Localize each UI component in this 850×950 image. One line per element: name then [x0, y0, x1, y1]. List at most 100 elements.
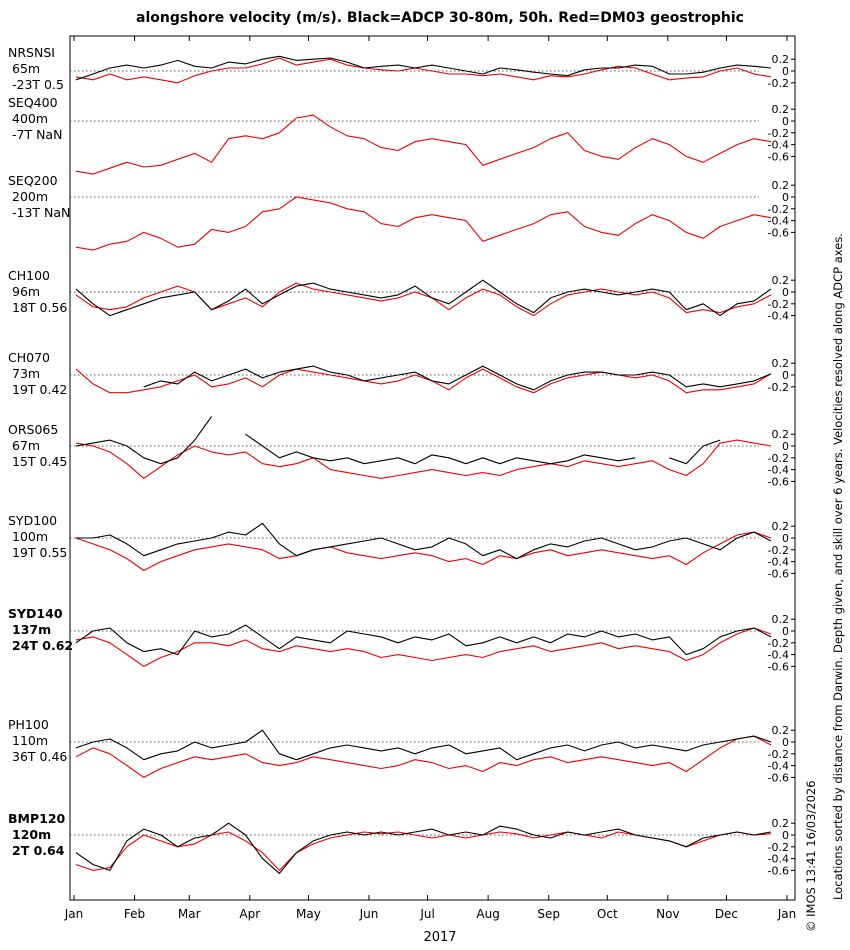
station-skill: 15T 0.45	[12, 454, 67, 469]
y-tick-label: -0.4	[768, 464, 789, 477]
station-skill: 19T 0.42	[12, 382, 67, 397]
station-skill: -7T NaN	[12, 127, 62, 142]
x-tick-label: Feb	[124, 907, 145, 921]
model-series-line	[75, 531, 772, 572]
station-skill: 2T 0.64	[12, 843, 65, 858]
model-series-line	[75, 114, 772, 175]
station-name: NRSNSI	[8, 45, 55, 60]
y-tick-label: 0.2	[772, 179, 790, 192]
y-tick-label: 0	[782, 829, 789, 842]
station-skill: -13T NaN	[12, 205, 70, 220]
x-tick-label: Jul	[419, 907, 434, 921]
adcp-series-line	[75, 624, 772, 656]
y-tick-label: 0	[782, 65, 789, 78]
station-name: SEQ400	[8, 95, 58, 110]
adcp-series-line	[143, 365, 772, 391]
chart-title: alongshore velocity (m/s). Black=ADCP 30…	[136, 10, 744, 26]
y-tick-label: 0	[782, 191, 789, 204]
x-tick-label: Apr	[239, 907, 260, 921]
x-tick-label: Jan	[64, 907, 84, 921]
model-series-line	[75, 196, 772, 251]
y-tick-label: 0.2	[772, 357, 790, 370]
y-tick-label: -0.2	[768, 203, 789, 216]
model-series-line	[75, 627, 772, 667]
station-depth: 200m	[12, 189, 48, 204]
station-depth: 67m	[12, 438, 40, 453]
y-tick-label: 0.2	[772, 613, 790, 626]
model-series-line	[75, 368, 772, 394]
adcp-series-line	[75, 55, 772, 81]
y-tick-label: -0.4	[768, 139, 789, 152]
y-tick-label: -0.2	[768, 381, 789, 394]
side-note: Locations sorted by distance from Darwin…	[831, 233, 845, 900]
y-tick-label: 0	[782, 625, 789, 638]
y-tick-label: -0.6	[768, 660, 789, 673]
y-tick-label: -0.6	[768, 475, 789, 488]
station-name: CH070	[8, 350, 50, 365]
station-depth: 110m	[12, 733, 48, 748]
y-tick-label: -0.4	[768, 853, 789, 866]
y-tick-label: -0.2	[768, 77, 789, 90]
station-depth: 137m	[12, 622, 51, 637]
y-tick-label: -0.2	[768, 544, 789, 557]
station-name: PH100	[8, 717, 49, 732]
station-skill: 18T 0.56	[12, 300, 67, 315]
y-tick-label: 0	[782, 532, 789, 545]
y-tick-label: 0	[782, 115, 789, 128]
y-tick-label: -0.6	[768, 567, 789, 580]
y-tick-label: -0.2	[768, 841, 789, 854]
x-tick-label: Jun	[359, 907, 379, 921]
y-tick-label: -0.2	[768, 127, 789, 140]
station-skill: -23T 0.5	[12, 77, 64, 92]
y-tick-label: 0	[782, 440, 789, 453]
x-axis: Jan Feb Mar Apr May Jun Jul Aug Sep Oct Nov Dec Jan	[64, 36, 796, 921]
y-tick-label: 0.2	[772, 520, 790, 533]
x-tick-label: Sep	[537, 907, 560, 921]
y-tick-label: 0.2	[772, 817, 790, 830]
y-tick-label: -0.4	[768, 215, 789, 228]
adcp-series-line	[76, 522, 772, 560]
model-series-line	[75, 57, 772, 84]
model-series-line	[75, 831, 772, 871]
x-tick-label: Nov	[656, 907, 679, 921]
x-tick-label: Oct	[597, 907, 618, 921]
y-tick-label: 0	[782, 369, 789, 382]
adcp-series-line	[75, 822, 772, 874]
station-name: SEQ200	[8, 173, 58, 188]
y-tick-label: -0.4	[768, 649, 789, 662]
y-tick-label: -0.4	[768, 310, 789, 323]
station-name: SYD140	[8, 606, 63, 621]
x-tick-label: May	[296, 907, 321, 921]
station-depth: 100m	[12, 529, 48, 544]
station-name: SYD100	[8, 513, 57, 528]
model-series-line	[75, 439, 772, 479]
station-depth: 65m	[12, 61, 40, 76]
y-tick-label: -0.6	[768, 150, 789, 163]
station-depth: 96m	[12, 284, 40, 299]
station-depth: 400m	[12, 111, 48, 126]
x-tick-label: Aug	[476, 907, 499, 921]
adcp-series-line	[75, 729, 772, 761]
y-tick-label: -0.2	[768, 298, 789, 311]
x-tick-label: Mar	[178, 907, 201, 921]
y-tick-label: 0.2	[772, 53, 790, 66]
y-tick-label: -0.6	[768, 864, 789, 877]
model-series-line	[75, 282, 772, 317]
station-name: CH100	[8, 268, 50, 283]
y-tick-label: 0.2	[772, 428, 790, 441]
y-tick-label: -0.2	[768, 637, 789, 650]
y-tick-label: -0.2	[768, 452, 789, 465]
plot-frame	[69, 35, 796, 901]
